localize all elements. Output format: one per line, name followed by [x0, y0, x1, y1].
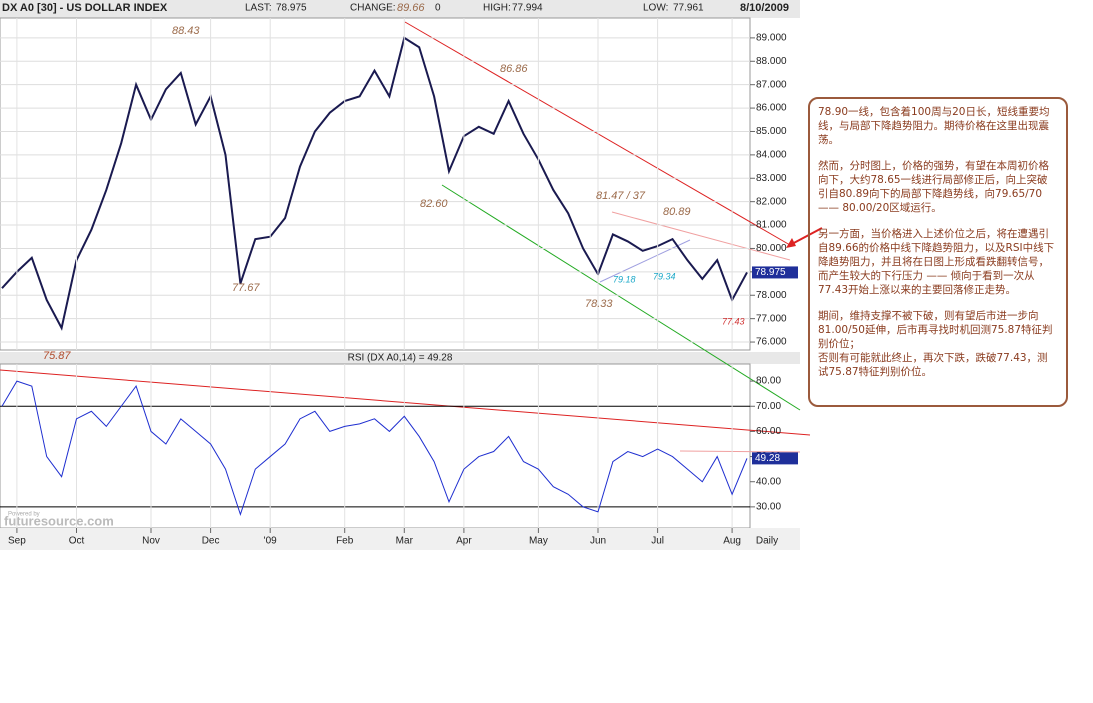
y-tick-label: 88.000 [756, 56, 787, 67]
note-paragraph: 另一方面，当价格进入上述价位之后，将在遭遇引自89.66的价格中线下降趋势阻力，… [818, 228, 1055, 296]
low-value: 77.961 [673, 3, 704, 14]
x-tick-label: '09 [264, 536, 277, 547]
x-tick-label: Apr [456, 536, 472, 547]
price-badge [752, 452, 798, 465]
x-tick-label: Jul [651, 536, 664, 547]
price-annotation: 79.18 [613, 274, 636, 284]
x-tick-label: Oct [69, 536, 85, 547]
price-badge-label: 49.28 [755, 453, 780, 464]
note-paragraph: 然而，分时图上，价格的强势，有望在本周初价格向下，大约78.65一线进行局部修正… [818, 160, 1049, 214]
data-line [1, 380, 748, 517]
y-tick-label: 89.000 [756, 33, 787, 44]
rsi-title: RSI (DX A0,14) = 49.28 [348, 353, 453, 364]
price-annotation: 88.43 [172, 25, 200, 37]
y-tick-label: 40.00 [756, 476, 781, 487]
note-paragraph: 78.90一线，包含着100周与20日长，短线重要均线，与局部下降趋势阻力。期待… [818, 106, 1050, 146]
price-badge [752, 266, 798, 279]
x-tick-label: Aug [723, 536, 741, 547]
trend-line [599, 239, 691, 283]
y-tick-label: 80.00 [756, 376, 781, 387]
rsi-header [0, 352, 800, 364]
high-label: HIGH: [483, 3, 511, 14]
y-tick-label: 60.00 [756, 426, 781, 437]
y-tick-label: 78.000 [756, 290, 787, 301]
annotation-box: 78.90一线，包含着100周与20日长，短线重要均线，与局部下降趋势阻力。期待… [808, 97, 1068, 407]
x-tick-label: Nov [142, 536, 160, 547]
data-layer: 76.00077.00078.00079.00080.00081.00082.0… [0, 2, 798, 547]
y-tick-label: 83.000 [756, 173, 787, 184]
y-tick-label: 84.000 [756, 150, 787, 161]
watermark: futuresource.com [4, 513, 114, 528]
price-annotation: 80.89 [663, 206, 691, 218]
header-bar [0, 0, 800, 18]
watermark-small: Powered by [8, 512, 40, 518]
chart-title: DX A0 [30] - US DOLLAR INDEX [2, 2, 168, 14]
low-label: LOW: [643, 3, 668, 14]
price-annotation: 79.34 [653, 271, 676, 281]
price-annotation: 82.60 [420, 198, 448, 210]
x-tick-label: Jun [590, 536, 606, 547]
y-tick-label: 77.000 [756, 313, 787, 324]
price-annotation: 86.86 [500, 63, 528, 75]
y-tick-label: 30.00 [756, 502, 781, 513]
price-annotation: 89.66 [397, 2, 425, 14]
price-annotation: 75.87 [43, 350, 71, 362]
y-tick-label: 76.000 [756, 337, 787, 348]
x-tick-label: Feb [336, 536, 354, 547]
arrow-head [786, 238, 796, 248]
y-tick-label: 81.000 [756, 220, 787, 231]
change-label: CHANGE: [350, 3, 396, 14]
y-tick-label: 70.00 [756, 401, 781, 412]
x-tick-label: Mar [396, 536, 414, 547]
price-annotation: 81.47 / 37 [596, 190, 646, 202]
last-label: LAST: [245, 3, 272, 14]
price-annotation: 77.43 [722, 316, 745, 326]
note-paragraph: 否则有可能就此终止，再次下跌，跌破77.43，测试75.87特征判别价位。 [818, 352, 1048, 378]
high-value: 77.994 [512, 3, 543, 14]
price-annotation: 78.33 [585, 298, 613, 310]
x-tick-label: May [529, 536, 548, 547]
price-badge-label: 78.975 [755, 267, 786, 278]
price-annotation: 77.67 [232, 282, 260, 294]
rsi-trend-line [679, 450, 801, 453]
change-value: 0 [435, 3, 441, 14]
last-value: 78.975 [276, 3, 307, 14]
data-line [1, 36, 748, 331]
trend-line [441, 184, 801, 411]
price-panel [0, 17, 751, 351]
note-paragraph: 期间，维持支撑不被下破，则有望后市进一步向81.00/50延伸，后市再寻找时机回… [818, 310, 1053, 350]
x-tick-label: Sep [8, 536, 26, 547]
y-tick-label: 82.000 [756, 196, 787, 207]
y-tick-label: 85.000 [756, 126, 787, 137]
rsi-trend-line [0, 369, 811, 436]
y-tick-label: 87.000 [756, 79, 787, 90]
arrow [789, 227, 823, 246]
x-tick-label: Dec [202, 536, 220, 547]
y-tick-label: 80.000 [756, 243, 787, 254]
trend-line [611, 211, 791, 261]
interval: Daily [756, 536, 778, 547]
y-tick-label: 86.000 [756, 103, 787, 114]
date: 8/10/2009 [740, 2, 789, 14]
rsi-panel [0, 363, 751, 529]
x-axis-bar [0, 528, 800, 550]
